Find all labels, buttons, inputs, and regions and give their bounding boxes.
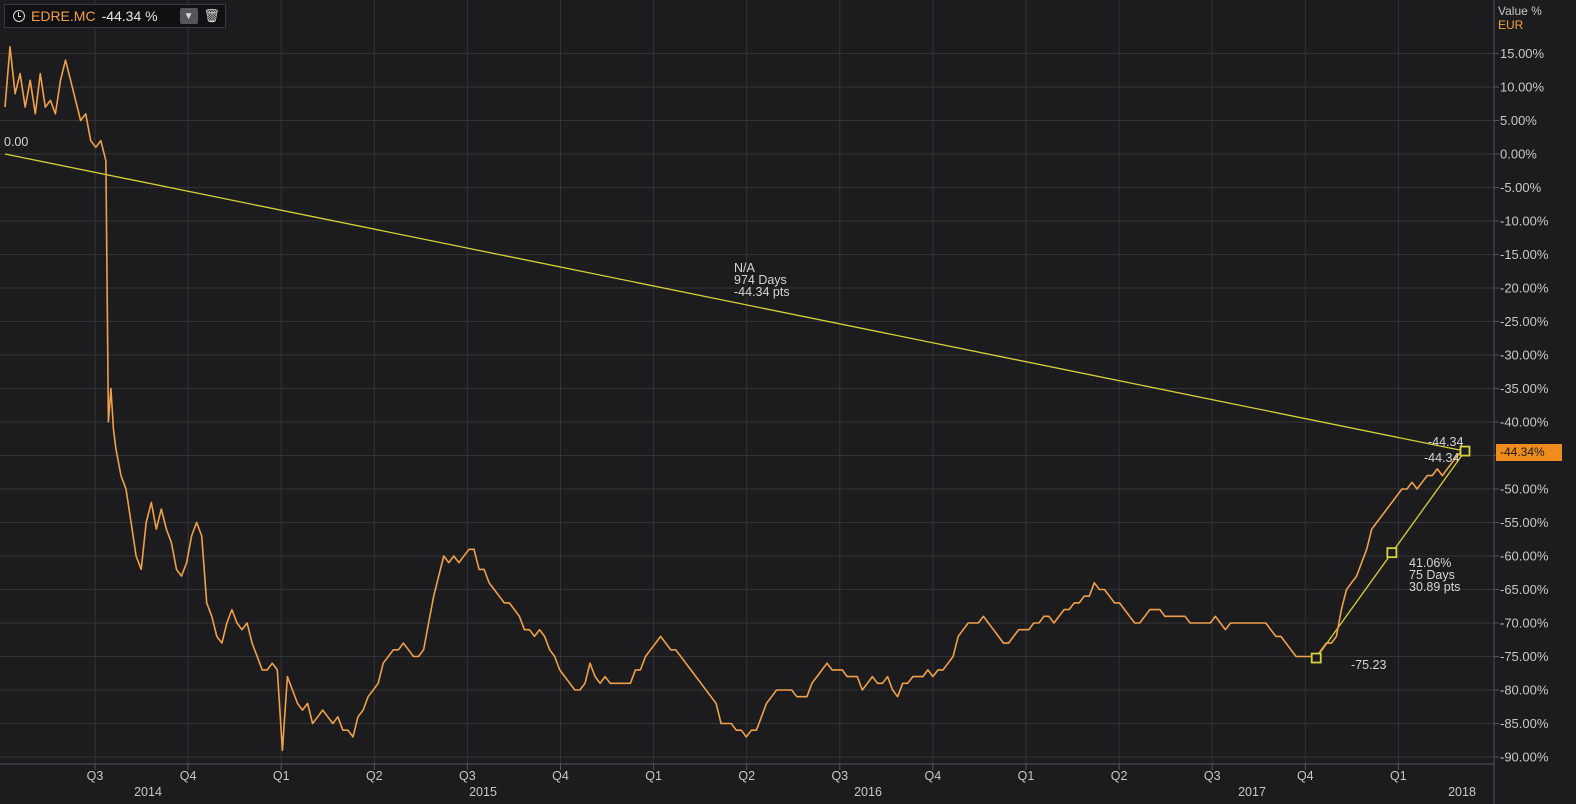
short-measure-label-2: 75 Days (1409, 568, 1455, 582)
y-tick-label: -40.00% (1500, 415, 1549, 430)
x-axis-ticks: Q3 Q4 Q1 Q2 Q3 Q4 Q1 Q2 Q3 Q4 Q1 Q2 Q3 Q4 Q1 2014 2015 20… (87, 764, 1476, 799)
start-value-label: 0.00 (4, 135, 29, 149)
x-tick-label-quarter: Q4 (925, 769, 942, 783)
y-tick-label: -20.00% (1500, 281, 1549, 296)
y-tick-label: -80.00% (1500, 683, 1549, 698)
y-tick-label: -70.00% (1500, 616, 1549, 631)
x-tick-label-year: 2016 (854, 785, 882, 799)
x-tick-label-quarter: Q1 (645, 769, 662, 783)
short-measure-label-3: 30.89 pts (1409, 580, 1461, 594)
x-tick-label-quarter: Q4 (552, 769, 569, 783)
low-value-label: -75.23 (1351, 658, 1387, 672)
end-value-label-2: -44.34 (1424, 451, 1460, 465)
trash-icon[interactable]: 🗑 (203, 8, 220, 23)
trend-markers[interactable] (1310, 445, 1471, 664)
x-tick-label-quarter: Q4 (180, 769, 197, 783)
x-tick-label-year: 2018 (1448, 785, 1476, 799)
x-tick-label-quarter: Q2 (1111, 769, 1128, 783)
y-tick-label: -85.00% (1500, 716, 1549, 731)
y-axis-unit: EUR (1498, 18, 1524, 32)
legend-value: -44.34 % (101, 8, 158, 24)
x-tick-label-quarter: Q2 (366, 769, 383, 783)
trend-marker-1[interactable] (1310, 652, 1322, 664)
y-tick-label: -55.00% (1500, 515, 1549, 530)
y-tick-label: -90.00% (1500, 750, 1549, 765)
x-tick-label-quarter: Q3 (87, 769, 104, 783)
y-tick-label: -60.00% (1500, 549, 1549, 564)
x-tick-label-quarter: Q2 (738, 769, 755, 783)
x-tick-label-year: 2014 (134, 785, 162, 799)
y-tick-label: -50.00% (1500, 482, 1549, 497)
y-tick-label: -65.00% (1500, 582, 1549, 597)
current-value-badge: -44.34% (1496, 444, 1562, 461)
y-tick-label: -10.00% (1500, 214, 1549, 229)
x-tick-label-quarter: Q3 (1204, 769, 1221, 783)
y-tick-label: 5.00% (1500, 113, 1537, 128)
x-tick-label-quarter: Q4 (1297, 769, 1314, 783)
long-measure-label-1: N/A (734, 261, 755, 275)
x-tick-label-quarter: Q3 (831, 769, 848, 783)
y-tick-label: -5.00% (1500, 180, 1542, 195)
legend-symbol[interactable]: EDRE.MC (31, 8, 96, 24)
end-value-label-1: -44.34 (1428, 435, 1464, 449)
long-measure-label-2: 974 Days (734, 273, 787, 287)
x-tick-label-quarter: Q3 (459, 769, 476, 783)
y-tick-label: -35.00% (1500, 381, 1549, 396)
x-tick-label-quarter: Q1 (273, 769, 290, 783)
y-tick-label: 10.00% (1500, 80, 1545, 95)
grid-lines (0, 0, 1494, 764)
trend-line-1[interactable] (4, 153, 1466, 452)
trend-marker-3[interactable] (1459, 445, 1471, 457)
x-tick-label-year: 2015 (469, 785, 497, 799)
series-line-edre (4, 46, 1464, 752)
long-measure-label-3: -44.34 pts (734, 285, 790, 299)
x-tick-label-year: 2017 (1238, 785, 1266, 799)
y-tick-label: -30.00% (1500, 348, 1549, 363)
y-axis-ticks: 15.00% 10.00% 5.00% 0.00% -5.00% -10.00% -15.0… (1494, 46, 1549, 765)
y-tick-label: -15.00% (1500, 247, 1549, 262)
y-axis-title: Value % (1498, 4, 1542, 18)
x-tick-label-quarter: Q1 (1018, 769, 1035, 783)
x-tick-label-quarter: Q1 (1390, 769, 1407, 783)
y-tick-label: -75.00% (1500, 649, 1549, 664)
y-tick-label: 15.00% (1500, 46, 1545, 61)
clock-icon (13, 10, 25, 22)
trend-marker-2[interactable] (1386, 547, 1398, 559)
chevron-down-icon[interactable]: ▼ (179, 8, 198, 24)
series-legend[interactable]: EDRE.MC -44.34 % ▼ 🗑 (4, 4, 226, 28)
y-tick-label: -25.00% (1500, 314, 1549, 329)
y-tick-label: 0.00% (1500, 147, 1537, 162)
short-measure-label-1: 41.06% (1409, 556, 1452, 570)
